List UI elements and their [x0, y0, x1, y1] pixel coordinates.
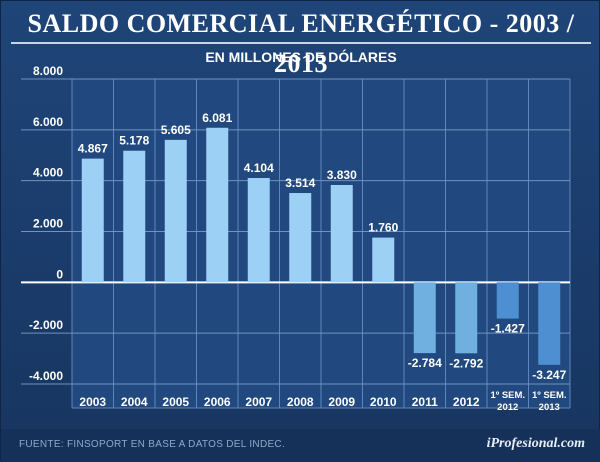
brand-logo: iProfesional.com	[486, 436, 585, 451]
chart-subtitle: EN MILLONES DE DÓLARES	[205, 49, 397, 65]
bar	[123, 150, 146, 283]
x-tick-label: 2007	[245, 395, 272, 409]
bar-value-label: 5.178	[119, 134, 149, 148]
chart-title: SALDO COMERCIAL ENERGÉTICO - 2003 / 2013	[27, 9, 575, 78]
bar	[81, 158, 104, 283]
x-tick-label: 2003	[79, 395, 106, 409]
x-tick-label: 2010	[370, 395, 397, 409]
bar-value-label: -2.784	[408, 356, 442, 370]
x-tick-label: 2012	[497, 402, 518, 413]
x-tick-label: 2008	[287, 395, 314, 409]
y-tick-label: 2.000	[33, 217, 63, 231]
bar-value-label: 1.760	[368, 221, 398, 235]
bar	[455, 282, 478, 354]
bar-value-label: 4.867	[78, 142, 108, 156]
bar-value-label: -2.792	[449, 356, 483, 370]
title-divider	[11, 42, 591, 44]
x-tick-label: 2011	[412, 395, 438, 409]
bar	[206, 127, 229, 283]
y-axis: 8.000 6.000 4.000 2.000 0 -2.000 -4.000	[29, 64, 63, 383]
source-note: FUENTE: FINSOPORT EN BASE A DATOS DEL IN…	[19, 439, 286, 450]
bars	[81, 127, 561, 365]
bar	[496, 282, 519, 319]
data-labels: 4.867 5.178 5.605 6.081 4.104 3.514 3.830 1.760…	[78, 111, 567, 382]
bar-value-label: -1.427	[491, 322, 525, 336]
y-tick-label: 6.000	[33, 115, 63, 129]
bar-value-label: 5.605	[161, 123, 191, 137]
bar	[289, 193, 312, 283]
bar-value-label: 3.830	[327, 168, 357, 182]
x-tick-label: 2013	[539, 402, 560, 413]
bar	[164, 139, 187, 283]
y-tick-label: 0	[56, 267, 63, 281]
bar	[330, 184, 353, 283]
x-tick-label: 2005	[162, 395, 189, 409]
y-tick-label: -4.000	[29, 369, 63, 383]
x-tick-label: 1º SEM.	[490, 390, 525, 401]
footer-bar	[1, 429, 600, 462]
y-tick-label: 8.000	[33, 64, 63, 78]
x-tick-label: 2009	[328, 395, 355, 409]
x-tick-label: 2006	[204, 395, 231, 409]
gridlines	[21, 78, 571, 409]
bar	[413, 282, 436, 354]
y-tick-label: 4.000	[33, 166, 63, 180]
bar	[372, 237, 395, 283]
y-tick-label: -2.000	[29, 318, 63, 332]
x-axis-labels: 2003 2004 2005 2006 2007 2008 2009 2010 2011 2012…	[79, 390, 566, 413]
bar-value-label: -3.247	[532, 368, 566, 382]
x-tick-label: 1º SEM.	[532, 390, 567, 401]
bar-value-label: 6.081	[202, 111, 232, 125]
bar-value-label: 3.514	[285, 176, 315, 190]
bar	[538, 282, 561, 365]
x-tick-label: 2004	[121, 395, 148, 409]
x-tick-label: 2012	[453, 395, 480, 409]
bar-value-label: 4.104	[244, 161, 274, 175]
bar	[247, 178, 270, 283]
